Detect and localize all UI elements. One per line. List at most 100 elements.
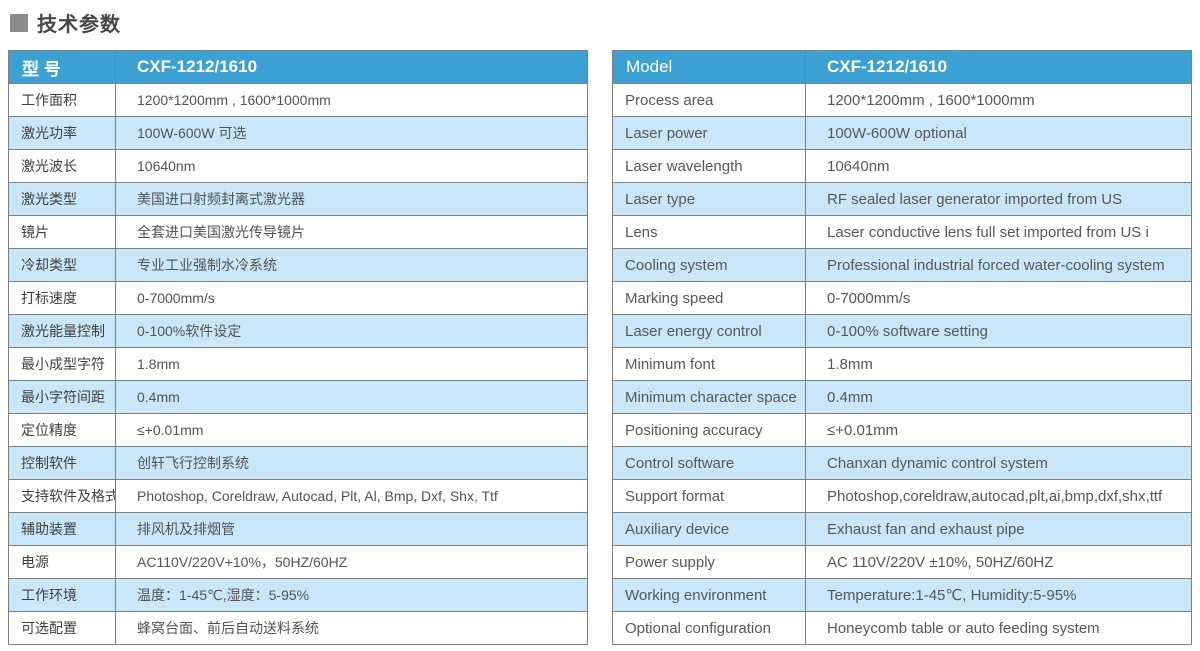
- spec-value-cell: 0-7000mm/s: [805, 281, 1192, 315]
- spec-row: 辅助装置 排风机及排烟管: [8, 512, 588, 546]
- spec-label-cell: Lens: [612, 215, 806, 249]
- spec-value-cell: 美国进口射频封离式激光器: [115, 182, 588, 216]
- spec-label-cell: 电源: [8, 545, 116, 579]
- spec-label-cell: Working environment: [612, 578, 806, 612]
- spec-label-cell: 最小成型字符: [8, 347, 116, 381]
- spec-value-cell: Laser conductive lens full set imported …: [805, 215, 1192, 249]
- spec-row: 电源 AC110V/220V+10%，50HZ/60HZ: [8, 545, 588, 579]
- spec-row: Working environment Temperature:1-45℃, Hu…: [612, 578, 1192, 612]
- spec-value-cell: AC110V/220V+10%，50HZ/60HZ: [115, 545, 588, 579]
- spec-row: 工作面积 1200*1200mm , 1600*1000mm: [8, 83, 588, 117]
- header-model-label: 型 号: [8, 50, 116, 84]
- spec-row: 支持软件及格式 Photoshop, Coreldraw, Autocad, Pl…: [8, 479, 588, 513]
- spec-value-cell: RF sealed laser generator imported from …: [805, 182, 1192, 216]
- spec-value-cell: 0-100%软件设定: [115, 314, 588, 348]
- spec-value-cell: 0-100% software setting: [805, 314, 1192, 348]
- table-header-row: Model CXF-1212/1610: [612, 50, 1192, 84]
- spec-label-cell: Positioning accuracy: [612, 413, 806, 447]
- spec-label-cell: 打标速度: [8, 281, 116, 315]
- spec-label-cell: 工作面积: [8, 83, 116, 117]
- spec-label-cell: Power supply: [612, 545, 806, 579]
- spec-label-cell: Minimum character space: [612, 380, 806, 414]
- title-square-icon: [10, 13, 28, 32]
- spec-row: 可选配置 蜂窝台面、前后自动送料系统: [8, 611, 588, 645]
- spec-row: 控制软件 创轩飞行控制系统: [8, 446, 588, 480]
- spec-table-chinese: 型 号 CXF-1212/1610 工作面积 1200*1200mm , 1600…: [8, 50, 588, 645]
- spec-label-cell: Marking speed: [612, 281, 806, 315]
- spec-value-cell: 1200*1200mm , 1600*1000mm: [115, 83, 588, 117]
- spec-value-cell: ≤+0.01mm: [805, 413, 1192, 447]
- spec-value-cell: AC 110V/220V ±10%, 50HZ/60HZ: [805, 545, 1192, 579]
- spec-value-cell: Honeycomb table or auto feeding system: [805, 611, 1192, 645]
- spec-row: Minimum character space 0.4mm: [612, 380, 1192, 414]
- spec-label-cell: Support format: [612, 479, 806, 513]
- spec-row: Power supply AC 110V/220V ±10%, 50HZ/60HZ: [612, 545, 1192, 579]
- spec-value-cell: 1.8mm: [805, 347, 1192, 381]
- spec-row: Minimum font 1.8mm: [612, 347, 1192, 381]
- spec-value-cell: 排风机及排烟管: [115, 512, 588, 546]
- spec-label-cell: 激光能量控制: [8, 314, 116, 348]
- spec-label-cell: Minimum font: [612, 347, 806, 381]
- spec-row: 激光能量控制 0-100%软件设定: [8, 314, 588, 348]
- spec-row: 激光波长 10640nm: [8, 149, 588, 183]
- spec-row: 工作环境 温度：1-45℃,湿度：5-95%: [8, 578, 588, 612]
- spec-row: Process area 1200*1200mm , 1600*1000mm: [612, 83, 1192, 117]
- spec-label-cell: 辅助装置: [8, 512, 116, 546]
- spec-label-cell: 最小字符间距: [8, 380, 116, 414]
- spec-row: Laser power 100W-600W optional: [612, 116, 1192, 150]
- spec-value-cell: Temperature:1-45℃, Humidity:5-95%: [805, 578, 1192, 612]
- spec-row: Control software Chanxan dynamic control …: [612, 446, 1192, 480]
- spec-value-cell: 10640nm: [115, 149, 588, 183]
- spec-label-cell: 工作环境: [8, 578, 116, 612]
- spec-value-cell: 0.4mm: [115, 380, 588, 414]
- spec-value-cell: 0.4mm: [805, 380, 1192, 414]
- header-model-value: CXF-1212/1610: [115, 50, 588, 84]
- spec-label-cell: Process area: [612, 83, 806, 117]
- spec-value-cell: Chanxan dynamic control system: [805, 446, 1192, 480]
- spec-value-cell: 0-7000mm/s: [115, 281, 588, 315]
- spec-label-cell: Auxiliary device: [612, 512, 806, 546]
- spec-row: Auxiliary device Exhaust fan and exhaust …: [612, 512, 1192, 546]
- spec-label-cell: 激光类型: [8, 182, 116, 216]
- spec-row: Lens Laser conductive lens full set impor…: [612, 215, 1192, 249]
- spec-label-cell: 定位精度: [8, 413, 116, 447]
- section-title: 技术参数: [8, 8, 1192, 37]
- spec-row: 最小字符间距 0.4mm: [8, 380, 588, 414]
- section-title-text: 技术参数: [37, 14, 121, 36]
- spec-row: 冷却类型 专业工业强制水冷系统: [8, 248, 588, 282]
- spec-value-cell: 1200*1200mm , 1600*1000mm: [805, 83, 1192, 117]
- spec-label-cell: 激光功率: [8, 116, 116, 150]
- spec-row: 激光类型 美国进口射频封离式激光器: [8, 182, 588, 216]
- spec-value-cell: Photoshop, Coreldraw, Autocad, Plt, Al, …: [115, 479, 588, 513]
- spec-row: Optional configuration Honeycomb table or…: [612, 611, 1192, 645]
- header-model-value: CXF-1212/1610: [805, 50, 1192, 84]
- spec-value-cell: 100W-600W 可选: [115, 116, 588, 150]
- spec-value-cell: 温度：1-45℃,湿度：5-95%: [115, 578, 588, 612]
- spec-label-cell: Control software: [612, 446, 806, 480]
- spec-row: Laser type RF sealed laser generator impo…: [612, 182, 1192, 216]
- spec-row: Laser energy control 0-100% software sett…: [612, 314, 1192, 348]
- header-model-label: Model: [612, 50, 806, 84]
- spec-label-cell: Laser energy control: [612, 314, 806, 348]
- spec-value-cell: 1.8mm: [115, 347, 588, 381]
- spec-label-cell: Laser power: [612, 116, 806, 150]
- spec-value-cell: Professional industrial forced water-coo…: [805, 248, 1192, 282]
- spec-table-english: Model CXF-1212/1610 Process area 1200*120…: [612, 50, 1192, 645]
- spec-value-cell: 专业工业强制水冷系统: [115, 248, 588, 282]
- spec-row: 定位精度 ≤+0.01mm: [8, 413, 588, 447]
- spec-value-cell: 全套进口美国激光传导镜片: [115, 215, 588, 249]
- spec-label-cell: 激光波长: [8, 149, 116, 183]
- spec-value-cell: Photoshop,coreldraw,autocad,plt,ai,bmp,d…: [805, 479, 1192, 513]
- spec-label-cell: Cooling system: [612, 248, 806, 282]
- spec-row: Support format Photoshop,coreldraw,autoca…: [612, 479, 1192, 513]
- spec-label-cell: 支持软件及格式: [8, 479, 116, 513]
- spec-value-cell: Exhaust fan and exhaust pipe: [805, 512, 1192, 546]
- spec-row: 镜片 全套进口美国激光传导镜片: [8, 215, 588, 249]
- spec-label-cell: 冷却类型: [8, 248, 116, 282]
- spec-row: 最小成型字符 1.8mm: [8, 347, 588, 381]
- tables-container: 型 号 CXF-1212/1610 工作面积 1200*1200mm , 1600…: [8, 50, 1192, 645]
- spec-label-cell: Optional configuration: [612, 611, 806, 645]
- spec-label-cell: 镜片: [8, 215, 116, 249]
- spec-row: 激光功率 100W-600W 可选: [8, 116, 588, 150]
